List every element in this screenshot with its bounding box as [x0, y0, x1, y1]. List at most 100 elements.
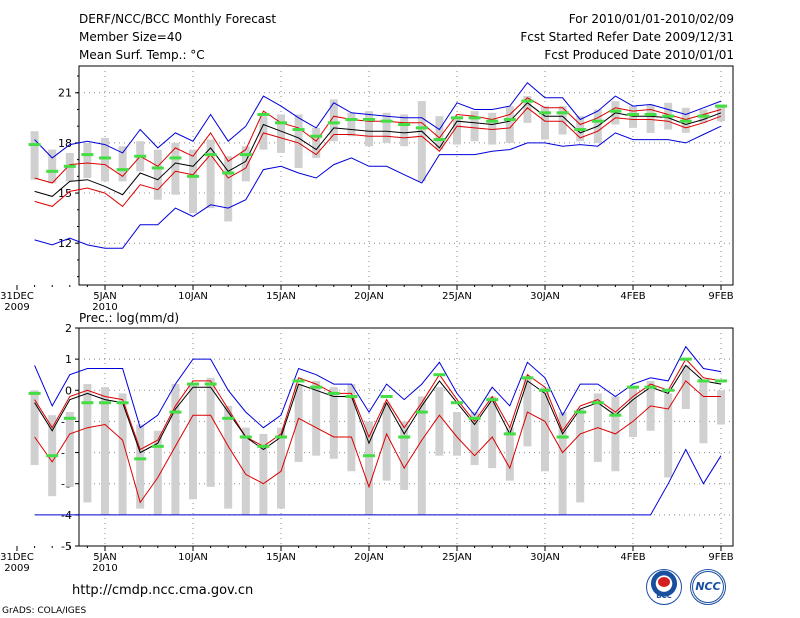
precipitation-panel: -5-4-3-2-101231DEC20095JAN201010JAN15JAN… — [0, 322, 734, 574]
spread-box — [347, 113, 355, 136]
observed-point — [222, 171, 234, 174]
x-tick-label: 15JAN — [266, 552, 296, 563]
observed-point — [152, 166, 164, 169]
observed-point — [539, 389, 551, 392]
observed-point — [469, 417, 481, 420]
y-tick-label: 0 — [65, 384, 72, 397]
observed-point — [46, 454, 58, 457]
observed-point — [205, 153, 217, 156]
observed-point — [592, 120, 604, 123]
observed-point — [29, 392, 41, 395]
observed-point — [117, 401, 129, 404]
spread-box — [576, 409, 584, 502]
spread-box — [242, 428, 250, 515]
observed-point — [240, 436, 252, 439]
spread-box — [101, 387, 109, 515]
x-tick-label: 25JAN — [442, 291, 472, 302]
spread-box — [383, 113, 391, 143]
x-tick-label: 31DEC — [0, 291, 34, 302]
observed-point — [398, 123, 410, 126]
x-tick-label: 10JAN — [178, 552, 208, 563]
observed-point — [715, 379, 727, 382]
observed-point — [328, 392, 340, 395]
observed-point — [64, 165, 76, 168]
observed-point — [398, 436, 410, 439]
observed-point — [81, 153, 93, 156]
observed-point — [416, 411, 428, 414]
y-tick-label: 2 — [65, 322, 72, 335]
spread-box — [277, 114, 285, 152]
observed-point — [310, 135, 322, 138]
observed-point — [645, 113, 657, 116]
spread-box — [699, 381, 707, 443]
spread-box — [418, 397, 426, 515]
x-tick-label: 5JAN — [93, 291, 116, 302]
observed-point — [99, 156, 111, 159]
spread-box — [400, 421, 408, 490]
bcc-logo: BCC — [646, 569, 682, 605]
x-tick-label: 30JAN — [530, 291, 560, 302]
observed-point — [222, 417, 234, 420]
observed-point — [627, 113, 639, 116]
y-tick-label: 12 — [58, 237, 72, 250]
observed-point — [381, 120, 393, 123]
observed-point — [275, 436, 287, 439]
observed-point — [134, 457, 146, 460]
spread-box — [136, 425, 144, 509]
observed-point — [451, 116, 463, 119]
observed-point — [697, 115, 709, 118]
observed-point — [187, 175, 199, 178]
spread-box — [541, 106, 549, 139]
observed-point — [117, 168, 129, 171]
spread-box — [295, 114, 303, 167]
observed-point — [521, 376, 533, 379]
x-tick-label: 2009 — [4, 302, 29, 313]
x-tick-label: 31DEC — [0, 552, 34, 563]
x-tick-label: 2010 — [92, 302, 117, 313]
website-link[interactable]: http://cmdp.ncc.cma.gov.cn — [72, 584, 253, 598]
spread-box — [224, 406, 232, 509]
spread-box — [488, 397, 496, 469]
spread-box — [506, 428, 514, 481]
observed-point — [310, 386, 322, 389]
spread-box — [189, 384, 197, 499]
x-tick-label: 25JAN — [442, 552, 472, 563]
observed-point — [433, 373, 445, 376]
spread-box — [664, 393, 672, 477]
observed-point — [416, 126, 428, 129]
x-tick-label: 2009 — [4, 563, 29, 574]
spread-box — [682, 365, 690, 409]
x-tick-label: 20JAN — [354, 291, 384, 302]
observed-point — [451, 401, 463, 404]
observed-point — [363, 454, 375, 457]
observed-point — [469, 116, 481, 119]
observed-point — [539, 111, 551, 114]
ncc-logo: NCC — [690, 569, 726, 605]
observed-point — [521, 100, 533, 103]
x-tick-label: 20JAN — [354, 552, 384, 563]
observed-point — [46, 170, 58, 173]
observed-point — [134, 155, 146, 158]
observed-point — [240, 153, 252, 156]
y-tick-label: -5 — [61, 540, 72, 553]
spread-box — [312, 381, 320, 456]
forecast-chart: 1215182131DEC20095JAN201010JAN 15JAN 20JAN… — [0, 0, 800, 618]
spread-box — [66, 412, 74, 487]
observed-point — [64, 417, 76, 420]
spread-box — [224, 156, 232, 221]
spread-box — [330, 387, 338, 459]
spread-box — [717, 390, 725, 424]
y-tick-label: 1 — [65, 353, 72, 366]
spread-box — [647, 104, 655, 132]
observed-point — [257, 445, 269, 448]
x-tick-label: 9FEB — [708, 552, 733, 563]
observed-point — [187, 383, 199, 386]
observed-point — [99, 401, 111, 404]
grads-credit: GrADS: COLA/IGES — [2, 604, 86, 618]
observed-point — [557, 436, 569, 439]
x-tick-label: 10JAN — [178, 291, 208, 302]
observed-point — [486, 398, 498, 401]
x-tick-label: 5JAN — [93, 552, 116, 563]
y-tick-label: 15 — [58, 187, 72, 200]
observed-point — [169, 411, 181, 414]
